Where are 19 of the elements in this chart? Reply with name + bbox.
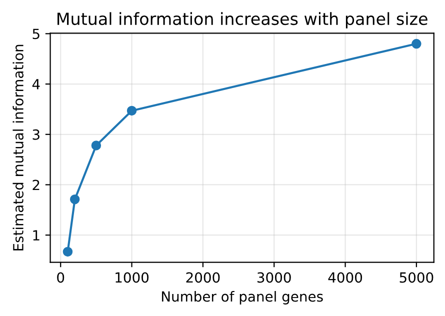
x-tick-label: 1000 [116, 272, 149, 283]
y-axis-title: Estimated mutual information [12, 44, 24, 250]
x-tick-label: 0 [57, 272, 64, 283]
x-tick-label: 4000 [328, 272, 362, 283]
x-axis-title: Number of panel genes [162, 291, 323, 304]
point [91, 140, 102, 150]
y-tick-label: 5 [32, 28, 40, 40]
x-tick-label: 5000 [400, 272, 434, 283]
chart-title: Mutual information increases with panel size [58, 12, 428, 28]
y-tick-label: 1 [33, 230, 40, 240]
x-tick-label: 2000 [186, 272, 220, 283]
y-tick-label: 2 [32, 180, 40, 190]
point [126, 106, 137, 116]
y-tick-label: 4 [32, 79, 40, 90]
x-tick-label: 3000 [257, 272, 291, 283]
point [412, 38, 422, 49]
y-tick-label: 3 [32, 129, 40, 140]
point [70, 194, 80, 204]
point [62, 246, 73, 257]
